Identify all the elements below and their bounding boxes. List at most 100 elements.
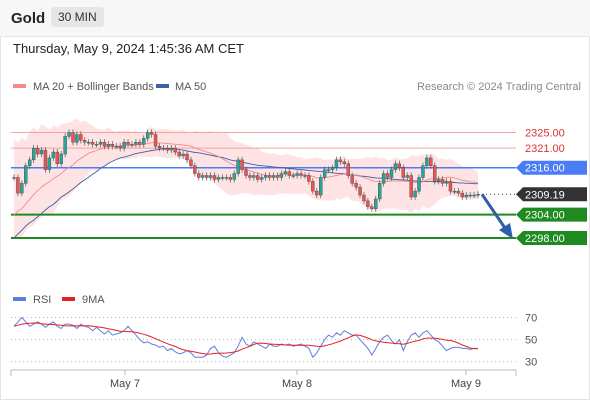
rsi-legend-label: RSI: [33, 294, 51, 306]
candle-body: [220, 177, 225, 179]
candle-body: [138, 142, 142, 145]
rsi-ma-line: [13, 322, 479, 355]
candle-body: [248, 175, 252, 178]
candle-body: [16, 177, 20, 194]
candle-body: [389, 169, 394, 178]
candle-body: [157, 146, 162, 149]
candle-body: [326, 169, 331, 171]
candle-body: [429, 157, 433, 166]
candle-body: [456, 190, 461, 194]
candle-body: [409, 175, 413, 198]
candle-body: [28, 159, 32, 166]
candle-body: [20, 183, 24, 194]
candle-body: [334, 159, 339, 168]
candle-body: [153, 134, 158, 147]
candle-body: [425, 157, 429, 166]
candle-body: [197, 173, 201, 178]
rsi-line: [13, 316, 478, 359]
candle-body: [362, 194, 366, 202]
candle-body: [55, 151, 59, 164]
candle-body: [468, 194, 472, 197]
level-label-2304.00: 2304.00: [525, 210, 565, 222]
current-price-tag: 2309.19: [525, 189, 565, 201]
candle-body: [212, 175, 217, 180]
candle-body: [267, 175, 272, 178]
level-label-2316.00-bg: [516, 160, 587, 175]
candle-body: [311, 181, 315, 192]
candle-body: [193, 165, 197, 174]
candle-body: [295, 173, 299, 176]
candle-body: [181, 153, 185, 157]
candle-body: [377, 183, 382, 200]
candle-body: [169, 147, 173, 151]
x-tick-label: May 7: [110, 378, 140, 390]
legend-label: MA 20 + Bollinger Bands: [33, 81, 154, 93]
candle-body: [31, 147, 36, 161]
chart-header: Gold 30 MIN: [0, 0, 590, 37]
candle-body: [204, 175, 209, 178]
timeframe-badge[interactable]: 30 MIN: [51, 7, 104, 27]
x-tick-label: May 9: [451, 378, 481, 390]
candle-body: [173, 147, 177, 153]
rsi-legend-swatch: [62, 297, 75, 301]
candle-body: [102, 142, 107, 147]
candle-body: [232, 173, 236, 180]
legend-swatch-ma50: [156, 84, 169, 88]
candle-body: [370, 206, 374, 209]
candle-body: [433, 165, 437, 182]
candle-body: [142, 138, 146, 145]
timestamp: Thursday, May 9, 2024 1:45:36 AM CET: [13, 41, 244, 56]
candle-body: [35, 147, 40, 155]
rsi-tick-label: 30: [525, 357, 537, 369]
forecast-arrow-shaft: [480, 193, 509, 232]
rsi-tick-label: 70: [525, 313, 537, 325]
candle-body: [358, 187, 362, 196]
candle-body: [448, 181, 453, 192]
candle-body: [118, 146, 122, 149]
candle-body: [71, 132, 75, 143]
candle-body: [350, 175, 354, 184]
candle-body: [263, 175, 268, 178]
candle-body: [417, 177, 421, 192]
candle-body: [346, 163, 350, 176]
candle-body: [87, 142, 91, 144]
candle-body: [130, 144, 134, 146]
candle-body: [165, 147, 170, 151]
candle-body: [244, 169, 248, 176]
candle-body: [83, 140, 87, 143]
candle-body: [98, 142, 103, 145]
candle-body: [252, 175, 256, 178]
candle-body: [287, 171, 291, 176]
level-label-2298.00-bg: [516, 231, 587, 246]
level-label-2316.00: 2316.00: [525, 163, 565, 175]
candle-body: [177, 151, 181, 157]
candle-body: [401, 167, 405, 178]
candle-body: [208, 175, 213, 178]
candle-body: [47, 157, 52, 170]
forecast-arrow-head: [499, 223, 513, 240]
rsi-legend-label: 9MA: [82, 294, 105, 306]
candle-body: [256, 175, 260, 180]
candle-body: [330, 167, 335, 170]
candle-body: [67, 132, 71, 137]
candle-body: [322, 169, 327, 178]
candle-body: [12, 177, 16, 179]
candle-body: [24, 165, 28, 184]
candle-body: [444, 181, 449, 184]
candle-body: [260, 177, 264, 180]
candle-body: [405, 175, 409, 178]
candle-body: [236, 159, 240, 174]
candle-body: [240, 159, 244, 170]
candle-body: [114, 146, 118, 148]
candle-body: [126, 142, 130, 145]
level-label-2325.00: 2325.00: [525, 128, 565, 140]
candle-body: [224, 177, 229, 179]
candle-body: [189, 159, 193, 166]
rsi-tick-label: 50: [525, 335, 537, 347]
candle-body: [185, 153, 189, 161]
candle-body: [299, 173, 303, 176]
candle-body: [338, 159, 343, 163]
candle-body: [315, 190, 319, 196]
legend-swatch-ma20: [13, 84, 26, 88]
